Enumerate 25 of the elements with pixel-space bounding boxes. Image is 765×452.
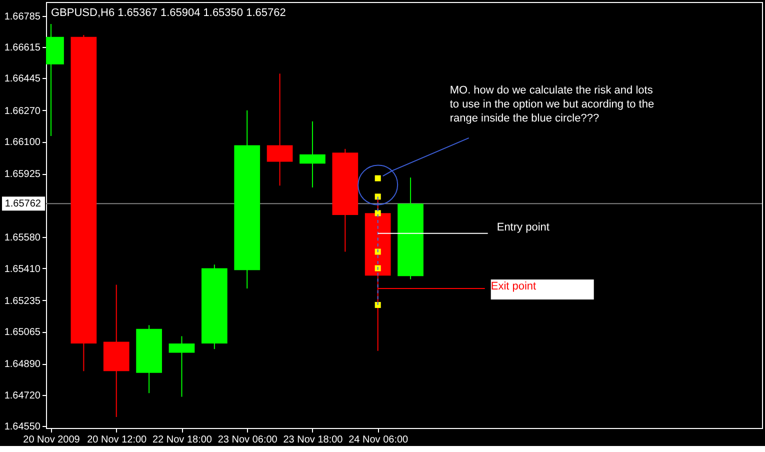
ref-line-label: 1.65762 [4,198,42,210]
y-tick-label: 1.66615 [4,42,41,54]
y-tick-label: 1.66270 [4,106,41,117]
y-tick-label: 1.66445 [4,74,41,85]
y-tick-label: 1.65065 [4,327,41,338]
annotation: Exit point [490,280,536,292]
annotation: MO. how do we calculate the risk and lots to use in the option we but acording to the range inside the blue circle??? [450,84,654,124]
y-tick-label: 1.66100 [4,137,41,148]
chart-title: GBPUSD,H6 1.65367 1.65904 1.65350 1.65762 [51,7,286,19]
y-tick-label: 1.65235 [4,296,41,307]
y-tick-label: 1.65580 [4,232,41,244]
y-tick-label: 1.65925 [4,169,41,180]
y-tick-label: 1.66785 [4,11,41,22]
x-tick-label: 22 Nov 18:00 [152,434,212,446]
y-tick-label: 1.64720 [4,390,41,402]
annotation: Entry point [496,221,550,234]
x-tick-label: 23 Nov 06:00 [218,434,278,446]
x-tick-label: 20 Nov 12:00 [87,434,148,446]
candlestick [300,120,326,188]
x-tick-label: 23 Nov 18:00 [283,434,344,446]
x-tick-label: 20 Nov 2009 [23,434,80,446]
y-tick-label: 1.64890 [4,359,41,370]
y-tick-label: 1.65410 [4,264,41,275]
x-tick-label: 24 Nov 06:00 [348,434,409,446]
y-tick-label: 1.64550 [4,422,41,433]
